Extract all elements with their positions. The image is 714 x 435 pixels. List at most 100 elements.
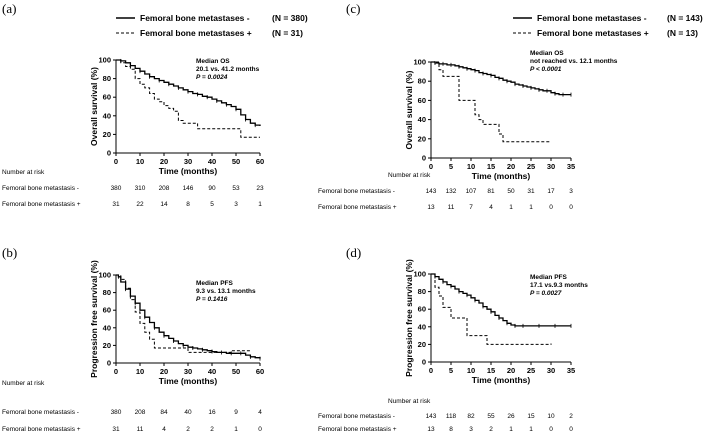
risk-pos-b-20: 4 [162, 426, 166, 433]
risk-pos-c-10: 7 [469, 204, 473, 211]
risk-neg-c-0: 143 [426, 188, 437, 195]
risk-title-b: Number at risk [2, 380, 45, 387]
x-axis-title-c: Time (months) [472, 171, 531, 181]
y-tick-label-b-0: 0 [107, 359, 111, 368]
risk-pos-a-40: 5 [210, 201, 214, 208]
risk-neg-d-15: 55 [487, 413, 495, 420]
risk-neg-a-60: 23 [256, 185, 264, 192]
x-tick-label-c-15: 15 [487, 162, 495, 171]
risk-neg-d-5: 118 [446, 413, 457, 420]
y-tick-label-b-40: 40 [103, 323, 111, 332]
risk-pos-c-20: 1 [509, 204, 513, 211]
risk-neg-a-50: 53 [232, 185, 240, 192]
y-tick-label-b-60: 60 [103, 306, 111, 315]
risk-label-pos-a: Femoral bone metastasis + [2, 201, 81, 208]
x-tick-label-c-25: 25 [527, 162, 535, 171]
y-tick-label-d-20: 20 [418, 340, 426, 349]
risk-pos-b-40: 2 [210, 426, 214, 433]
x-tick-label-b-10: 10 [136, 367, 144, 376]
risk-label-neg-c: Femoral bone metastasis - [318, 188, 395, 195]
y-tick-label-b-100: 100 [98, 271, 111, 280]
risk-neg-c-10: 107 [466, 188, 477, 195]
risk-pos-b-60: 0 [258, 426, 262, 433]
y-tick-label-c-20: 20 [418, 134, 426, 143]
risk-label-neg-d: Femoral bone metastasis - [318, 413, 395, 420]
risk-pos-b-30: 2 [186, 426, 190, 433]
y-tick-label-c-80: 80 [418, 77, 426, 86]
y-tick-label-a-60: 60 [103, 93, 111, 102]
risk-pos-d-0: 13 [427, 426, 435, 433]
risk-pos-c-30: 0 [549, 204, 553, 211]
risk-neg-b-60: 4 [258, 409, 262, 416]
x-tick-label-a-30: 30 [184, 157, 192, 166]
risk-neg-a-20: 208 [159, 185, 170, 192]
x-tick-label-d-30: 30 [547, 366, 555, 375]
risk-pos-d-15: 2 [489, 426, 493, 433]
x-tick-label-d-15: 15 [487, 366, 495, 375]
y-axis-title-d: Progression free survival (%) [404, 259, 414, 377]
risk-neg-d-10: 82 [467, 413, 475, 420]
annotation-d-2: P = 0.0027 [530, 290, 562, 297]
x-tick-label-d-20: 20 [507, 366, 515, 375]
x-tick-label-a-50: 50 [232, 157, 240, 166]
legend-c-pos-count: (N = 13) [667, 28, 698, 38]
y-tick-label-b-80: 80 [103, 288, 111, 297]
x-tick-label-c-5: 5 [449, 162, 453, 171]
risk-neg-c-25: 31 [527, 188, 535, 195]
risk-neg-c-20: 50 [507, 188, 515, 195]
risk-title-a: Number at risk [2, 169, 45, 176]
legend-a-neg-label: Femoral bone metastases - [140, 13, 250, 23]
risk-label-pos-b: Femoral bone metastasis + [2, 426, 81, 433]
y-tick-label-c-100: 100 [413, 58, 426, 67]
risk-pos-c-0: 13 [427, 204, 435, 211]
series-line-b-pos [116, 274, 251, 353]
y-tick-label-a-0: 0 [107, 149, 111, 158]
y-tick-label-d-100: 100 [413, 270, 426, 279]
y-axis-title-b: Progression free survival (%) [89, 260, 99, 378]
risk-neg-c-5: 132 [446, 188, 457, 195]
risk-pos-d-25: 1 [529, 426, 533, 433]
x-axis-title-b: Time (months) [159, 376, 218, 386]
x-tick-label-d-25: 25 [527, 366, 535, 375]
risk-pos-d-5: 8 [449, 426, 453, 433]
annotation-c-2: P < 0.0001 [530, 66, 562, 73]
risk-pos-c-35: 0 [569, 204, 573, 211]
annotation-a-1: 20.1 vs. 41.2 months [196, 66, 260, 73]
risk-neg-a-40: 90 [208, 185, 216, 192]
risk-pos-a-20: 14 [160, 201, 168, 208]
panel-label-c: (c) [346, 1, 360, 16]
annotation-a-0: Median OS [196, 58, 230, 65]
risk-pos-a-50: 3 [234, 201, 238, 208]
x-tick-label-b-40: 40 [208, 367, 216, 376]
risk-neg-c-15: 81 [487, 188, 495, 195]
series-line-c-pos [431, 61, 551, 143]
annotation-c-0: Median OS [530, 50, 564, 57]
y-tick-label-d-60: 60 [418, 305, 426, 314]
risk-label-pos-c: Femoral bone metastasis + [318, 204, 397, 211]
risk-neg-a-10: 310 [135, 185, 146, 192]
y-tick-label-a-20: 20 [103, 130, 111, 139]
risk-neg-d-25: 15 [527, 413, 535, 420]
risk-title-d: Number at risk [388, 398, 431, 405]
annotation-d-1: 17.1 vs.9.3 months [530, 282, 588, 289]
x-tick-label-d-10: 10 [467, 366, 475, 375]
x-tick-label-a-0: 0 [114, 157, 118, 166]
risk-label-pos-d: Femoral bone metastasis + [318, 426, 397, 433]
risk-pos-c-25: 1 [529, 204, 533, 211]
risk-pos-c-15: 4 [489, 204, 493, 211]
risk-neg-b-10: 208 [135, 409, 146, 416]
series-line-a-pos [116, 59, 260, 138]
risk-pos-a-60: 1 [258, 201, 262, 208]
risk-neg-a-30: 146 [183, 185, 194, 192]
risk-pos-d-10: 3 [469, 426, 473, 433]
risk-neg-d-0: 143 [426, 413, 437, 420]
annotation-b-0: Median PFS [196, 280, 234, 287]
x-tick-label-c-35: 35 [567, 162, 575, 171]
risk-pos-b-50: 1 [234, 426, 238, 433]
x-tick-label-a-20: 20 [160, 157, 168, 166]
x-tick-label-c-30: 30 [547, 162, 555, 171]
x-tick-label-b-50: 50 [232, 367, 240, 376]
